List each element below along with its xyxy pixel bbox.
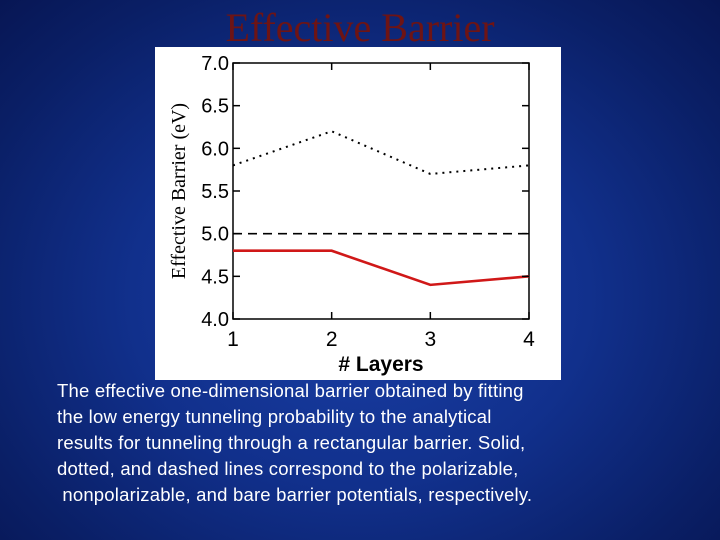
- y-axis-label: Effective Barrier (eV): [168, 103, 190, 279]
- x-axis-label: # Layers: [338, 353, 423, 376]
- y-tick-label: 7.0: [201, 53, 229, 75]
- slide-title: Effective Barrier: [225, 5, 495, 50]
- effective-barrier-chart: 1 2 3 4 7.0 6.5 6.0 5.5 5.0 4.5 4.0 # Layers Effec…: [168, 53, 535, 376]
- figure-caption: The effective one-dimensional barrier ob…: [57, 378, 667, 508]
- chart-panel: 1 2 3 4 7.0 6.5 6.0 5.5 5.0 4.5 4.0 # Layers Effec…: [155, 47, 561, 380]
- caption-line: the low energy tunneling probability to …: [57, 406, 492, 427]
- y-tick-label: 4.5: [201, 266, 229, 288]
- y-tick-label: 5.0: [201, 224, 229, 246]
- series-line-dotted: [232, 130, 530, 175]
- caption-line: nonpolarizable, and bare barrier potenti…: [57, 484, 533, 505]
- y-tick-label: 5.5: [201, 181, 229, 203]
- y-tick-label: 6.5: [201, 96, 229, 118]
- caption-line: results for tunneling through a rectangu…: [57, 432, 526, 453]
- x-tick-label: 2: [326, 328, 338, 351]
- x-tick-label: 1: [227, 328, 239, 351]
- y-tick-label: 4.0: [201, 309, 229, 331]
- series-line-solid: [233, 249, 530, 287]
- y-tick-label: 6.0: [201, 138, 229, 160]
- x-tick-label: 3: [424, 328, 436, 351]
- caption-line: The effective one-dimensional barrier ob…: [57, 380, 524, 401]
- x-tick-label: 4: [523, 328, 535, 351]
- caption-line: dotted, and dashed lines correspond to t…: [57, 458, 519, 479]
